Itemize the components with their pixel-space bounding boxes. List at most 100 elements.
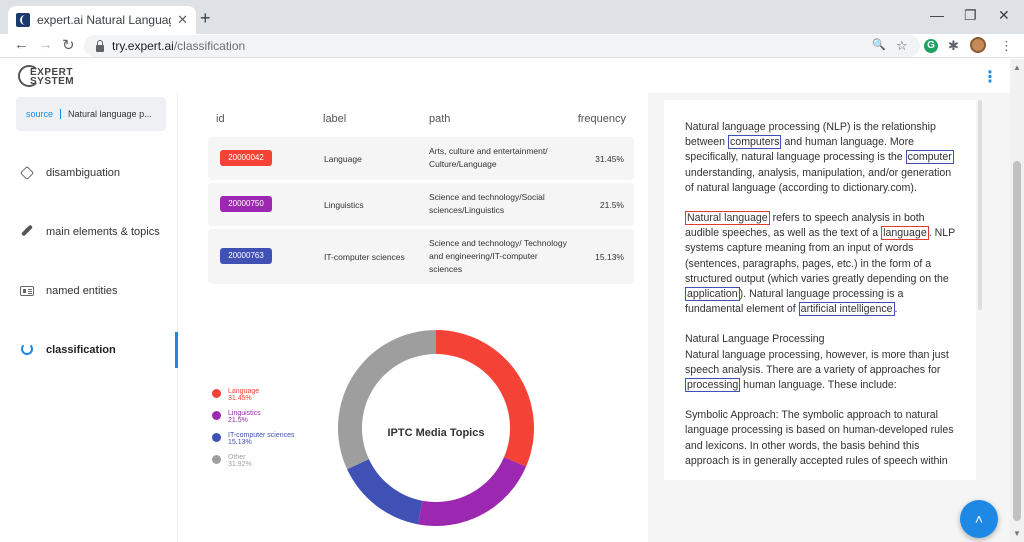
extensions-puzzle-icon[interactable]: ✱ (948, 38, 959, 53)
category-id-badge: 20000750 (220, 196, 272, 212)
header-frequency: frequency (577, 113, 626, 125)
scroll-up-icon[interactable]: ▲ (1013, 63, 1021, 72)
category-frequency: 21.5% (599, 200, 624, 210)
legend-value: 15.13% (228, 439, 252, 446)
legend-item[interactable]: Language 31.45% (212, 388, 322, 410)
bookmark-star-icon[interactable]: ☆ (896, 38, 908, 53)
legend-value: 31.45% (228, 395, 252, 402)
tag-icon (18, 165, 36, 181)
legend-name: IT-computer sciences (228, 432, 295, 439)
legend-item[interactable]: IT-computer sciences 15.13% (212, 432, 322, 454)
legend-value: 31.92% (228, 461, 252, 468)
main-content: id label path frequency 20000042 Languag… (178, 93, 648, 542)
tab-title: expert.ai Natural Language API D (37, 13, 171, 27)
ring-icon (18, 342, 36, 358)
donut-slice-language[interactable] (436, 330, 534, 467)
donut-slice-other[interactable] (338, 330, 436, 470)
sidebar-item-disambiguation[interactable]: disambiguation (0, 155, 178, 191)
category-label: IT-computer sciences (324, 252, 405, 262)
category-label: Language (324, 154, 362, 164)
table-row[interactable]: 20000750 Linguistics Science and technol… (208, 183, 634, 226)
text-paragraph: Natural language refers to speech analys… (685, 211, 956, 317)
legend-dot (212, 455, 221, 464)
tab-close-icon[interactable]: ✕ (177, 12, 188, 27)
text-panel-scrollbar[interactable] (978, 100, 982, 310)
browser-menu-icon[interactable]: ⋮ (1000, 38, 1013, 53)
highlighted-term[interactable]: processing (685, 378, 741, 393)
text-span: . NLP systems capture meaning from an in… (685, 227, 956, 285)
sidebar-item-main-elements[interactable]: main elements & topics (0, 214, 178, 250)
sidebar-item-label: named entities (46, 285, 118, 297)
restore-button[interactable]: ❐ (964, 7, 977, 23)
donut-slice-linguistics[interactable] (417, 457, 527, 526)
source-value: Natural language p... (68, 109, 152, 119)
profile-avatar[interactable] (970, 37, 986, 53)
highlighted-term[interactable]: computers (728, 135, 782, 150)
legend-dot (212, 411, 221, 420)
legend-dot (212, 389, 221, 398)
source-selector[interactable]: source Natural language p... (16, 97, 166, 131)
legend-name: Other (228, 454, 246, 461)
site-favicon-icon (16, 13, 30, 27)
category-path: Science and technology/ Technology and e… (429, 238, 567, 274)
logo-line1: EXPERT (30, 67, 74, 78)
text-span: and human language. More specifically, n… (685, 136, 914, 164)
browser-tab-bar: expert.ai Natural Language API D ✕ + — ❐… (0, 0, 1024, 34)
category-id-badge: 20000763 (220, 248, 272, 264)
legend-name: Linguistics (228, 410, 261, 417)
chart-legend: Language 31.45% Linguistics 21.5% IT-com… (212, 388, 322, 476)
text-paragraph: Natural Language Processing Natural lang… (685, 332, 956, 393)
back-button[interactable]: ← (14, 36, 29, 53)
source-text-panel: Natural language processing (NLP) is the… (664, 100, 976, 480)
text-span: ). Natural language processing is a fund… (685, 288, 904, 316)
brush-icon (18, 224, 36, 240)
donut-chart: IPTC Media Topics (338, 330, 534, 526)
text-paragraph: Natural language processing (NLP) is the… (685, 120, 956, 196)
address-bar[interactable]: try.expert.ai/classification (84, 35, 920, 57)
header-id: id (216, 113, 225, 125)
donut-slice-it-computer-sciences[interactable] (347, 459, 423, 525)
expert-system-logo[interactable]: EXPERT SYSTEM (18, 65, 86, 87)
legend-item[interactable]: Linguistics 21.5% (212, 410, 322, 432)
highlighted-term[interactable]: application (685, 287, 740, 302)
forward-button[interactable]: → (38, 36, 53, 53)
scroll-to-top-button[interactable]: ˄ (960, 500, 998, 538)
highlighted-term[interactable]: Natural language (685, 211, 770, 226)
legend-item[interactable]: Other 31.92% (212, 454, 322, 476)
scrollbar-thumb[interactable] (1013, 161, 1021, 521)
legend-name: Language (228, 388, 260, 395)
url-host: try.expert.ai (112, 39, 174, 53)
highlighted-term[interactable]: computer (905, 150, 954, 165)
window-close-button[interactable]: ✕ (998, 7, 1010, 23)
classification-chart: Language 31.45% Linguistics 21.5% IT-com… (208, 328, 634, 542)
app-menu-icon[interactable]: ⋮ (982, 69, 998, 86)
text-span: understanding, analysis, manipulation, a… (685, 166, 952, 194)
new-tab-button[interactable]: + (200, 8, 211, 28)
reload-button[interactable]: ↻ (62, 37, 75, 54)
chart-title: IPTC Media Topics (388, 427, 485, 439)
page-scrollbar[interactable]: ▲ ▼ (1010, 59, 1024, 542)
logo-line2: SYSTEM (30, 76, 75, 87)
table-row[interactable]: 20000763 IT-computer sciences Science an… (208, 229, 634, 284)
scroll-down-icon[interactable]: ▼ (1013, 529, 1021, 538)
category-path: Science and technology/Social sciences/L… (429, 192, 545, 215)
text-span: Natural language processing, however, is… (685, 348, 949, 376)
sidebar-item-classification[interactable]: classification (0, 332, 178, 368)
category-path: Arts, culture and entertainment/ Culture… (429, 146, 548, 169)
sidebar-item-named-entities[interactable]: named entities (0, 273, 178, 309)
browser-toolbar: ← → ↻ try.expert.ai/classification 🔍 ☆ G… (0, 34, 1024, 58)
legend-dot (212, 433, 221, 442)
table-row[interactable]: 20000042 Language Arts, culture and ente… (208, 137, 634, 180)
header-label: label (323, 113, 347, 125)
highlighted-term[interactable]: artificial intelligence (798, 302, 895, 317)
text-heading: Natural Language Processing (685, 333, 825, 346)
sidebar-item-label: classification (46, 344, 116, 356)
zoom-icon[interactable]: 🔍 (872, 39, 886, 51)
highlighted-term[interactable]: language (881, 226, 929, 241)
sidebar: source Natural language p... disambiguat… (0, 93, 178, 542)
browser-tab[interactable]: expert.ai Natural Language API D ✕ (8, 6, 196, 34)
minimize-button[interactable]: — (930, 7, 944, 23)
extension-grammarly-icon[interactable]: G (924, 39, 938, 53)
header-path: path (429, 113, 451, 125)
category-id-badge: 20000042 (220, 150, 272, 166)
